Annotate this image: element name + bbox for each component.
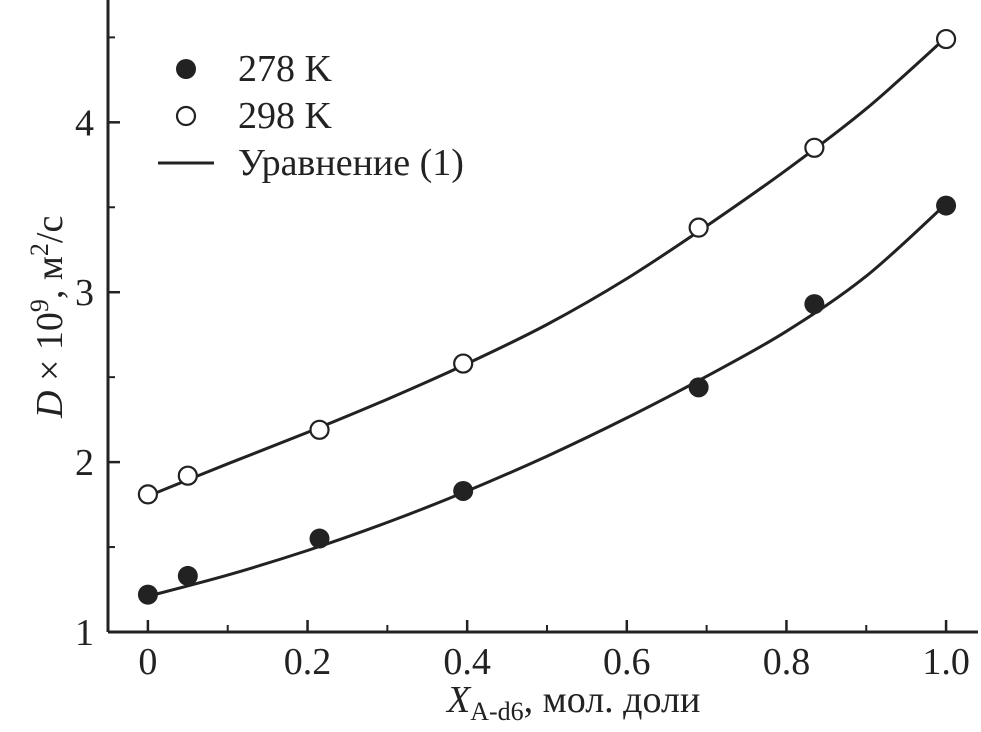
- legend-label-equation: Уравнение (1): [238, 142, 464, 184]
- y-ticks: 1 2 3 4: [75, 36, 120, 654]
- x-tick-label: 0.2: [284, 641, 332, 683]
- data-point-filled: [453, 480, 474, 501]
- data-point-filled: [309, 528, 330, 549]
- y-tick-label: 2: [75, 442, 94, 484]
- data-point-filled: [177, 565, 198, 586]
- x-tick-label: 0.8: [763, 641, 811, 683]
- legend-marker-298: [175, 105, 197, 127]
- data-points: [137, 28, 957, 605]
- x-ticks: 0 0.2 0.4 0.6 0.8 1.0: [138, 620, 970, 683]
- y-axis-title-sup2: 2: [25, 243, 54, 256]
- x-tick-label: 1.0: [922, 641, 970, 683]
- legend-label-278: 278 K: [238, 48, 333, 90]
- legend-label-298: 298 K: [238, 95, 333, 137]
- x-axis-title: XA-d6, мол. доли: [445, 679, 700, 726]
- y-tick-label: 3: [75, 272, 94, 314]
- data-point-filled: [137, 584, 158, 605]
- data-point-open: [688, 217, 709, 238]
- x-axis-title-main: X: [445, 679, 472, 721]
- data-point-filled: [804, 294, 825, 315]
- legend: 278 K 298 K Уравнение (1): [158, 48, 464, 184]
- y-axis-title-d: D: [29, 391, 71, 419]
- data-point-open: [804, 137, 825, 158]
- x-tick-label: 0: [138, 641, 157, 683]
- data-point-filled: [936, 195, 957, 216]
- x-axis-title-rest: , мол. доли: [524, 679, 701, 721]
- fit-line: [147, 202, 948, 598]
- y-tick-label: 4: [75, 102, 94, 144]
- y-axis-title: D × 109, м2/с: [25, 216, 71, 419]
- x-tick-label: 0.4: [443, 641, 491, 683]
- y-axis-title-sup: 9: [25, 299, 54, 312]
- data-point-open: [137, 484, 159, 505]
- data-point-open: [935, 28, 957, 50]
- legend-marker-278: [176, 59, 196, 79]
- data-point-open: [453, 353, 474, 374]
- y-axis-title-post: , м: [29, 256, 71, 299]
- x-axis-title-sub: A-d6: [470, 697, 523, 726]
- y-axis-title-end: /с: [29, 216, 71, 243]
- x-tick-label: 0.6: [603, 641, 651, 683]
- data-point-open: [309, 419, 330, 440]
- data-point-open: [177, 465, 198, 486]
- y-tick-label: 1: [75, 612, 94, 654]
- data-point-filled: [688, 377, 709, 398]
- y-axis-title-mid: × 10: [29, 312, 71, 390]
